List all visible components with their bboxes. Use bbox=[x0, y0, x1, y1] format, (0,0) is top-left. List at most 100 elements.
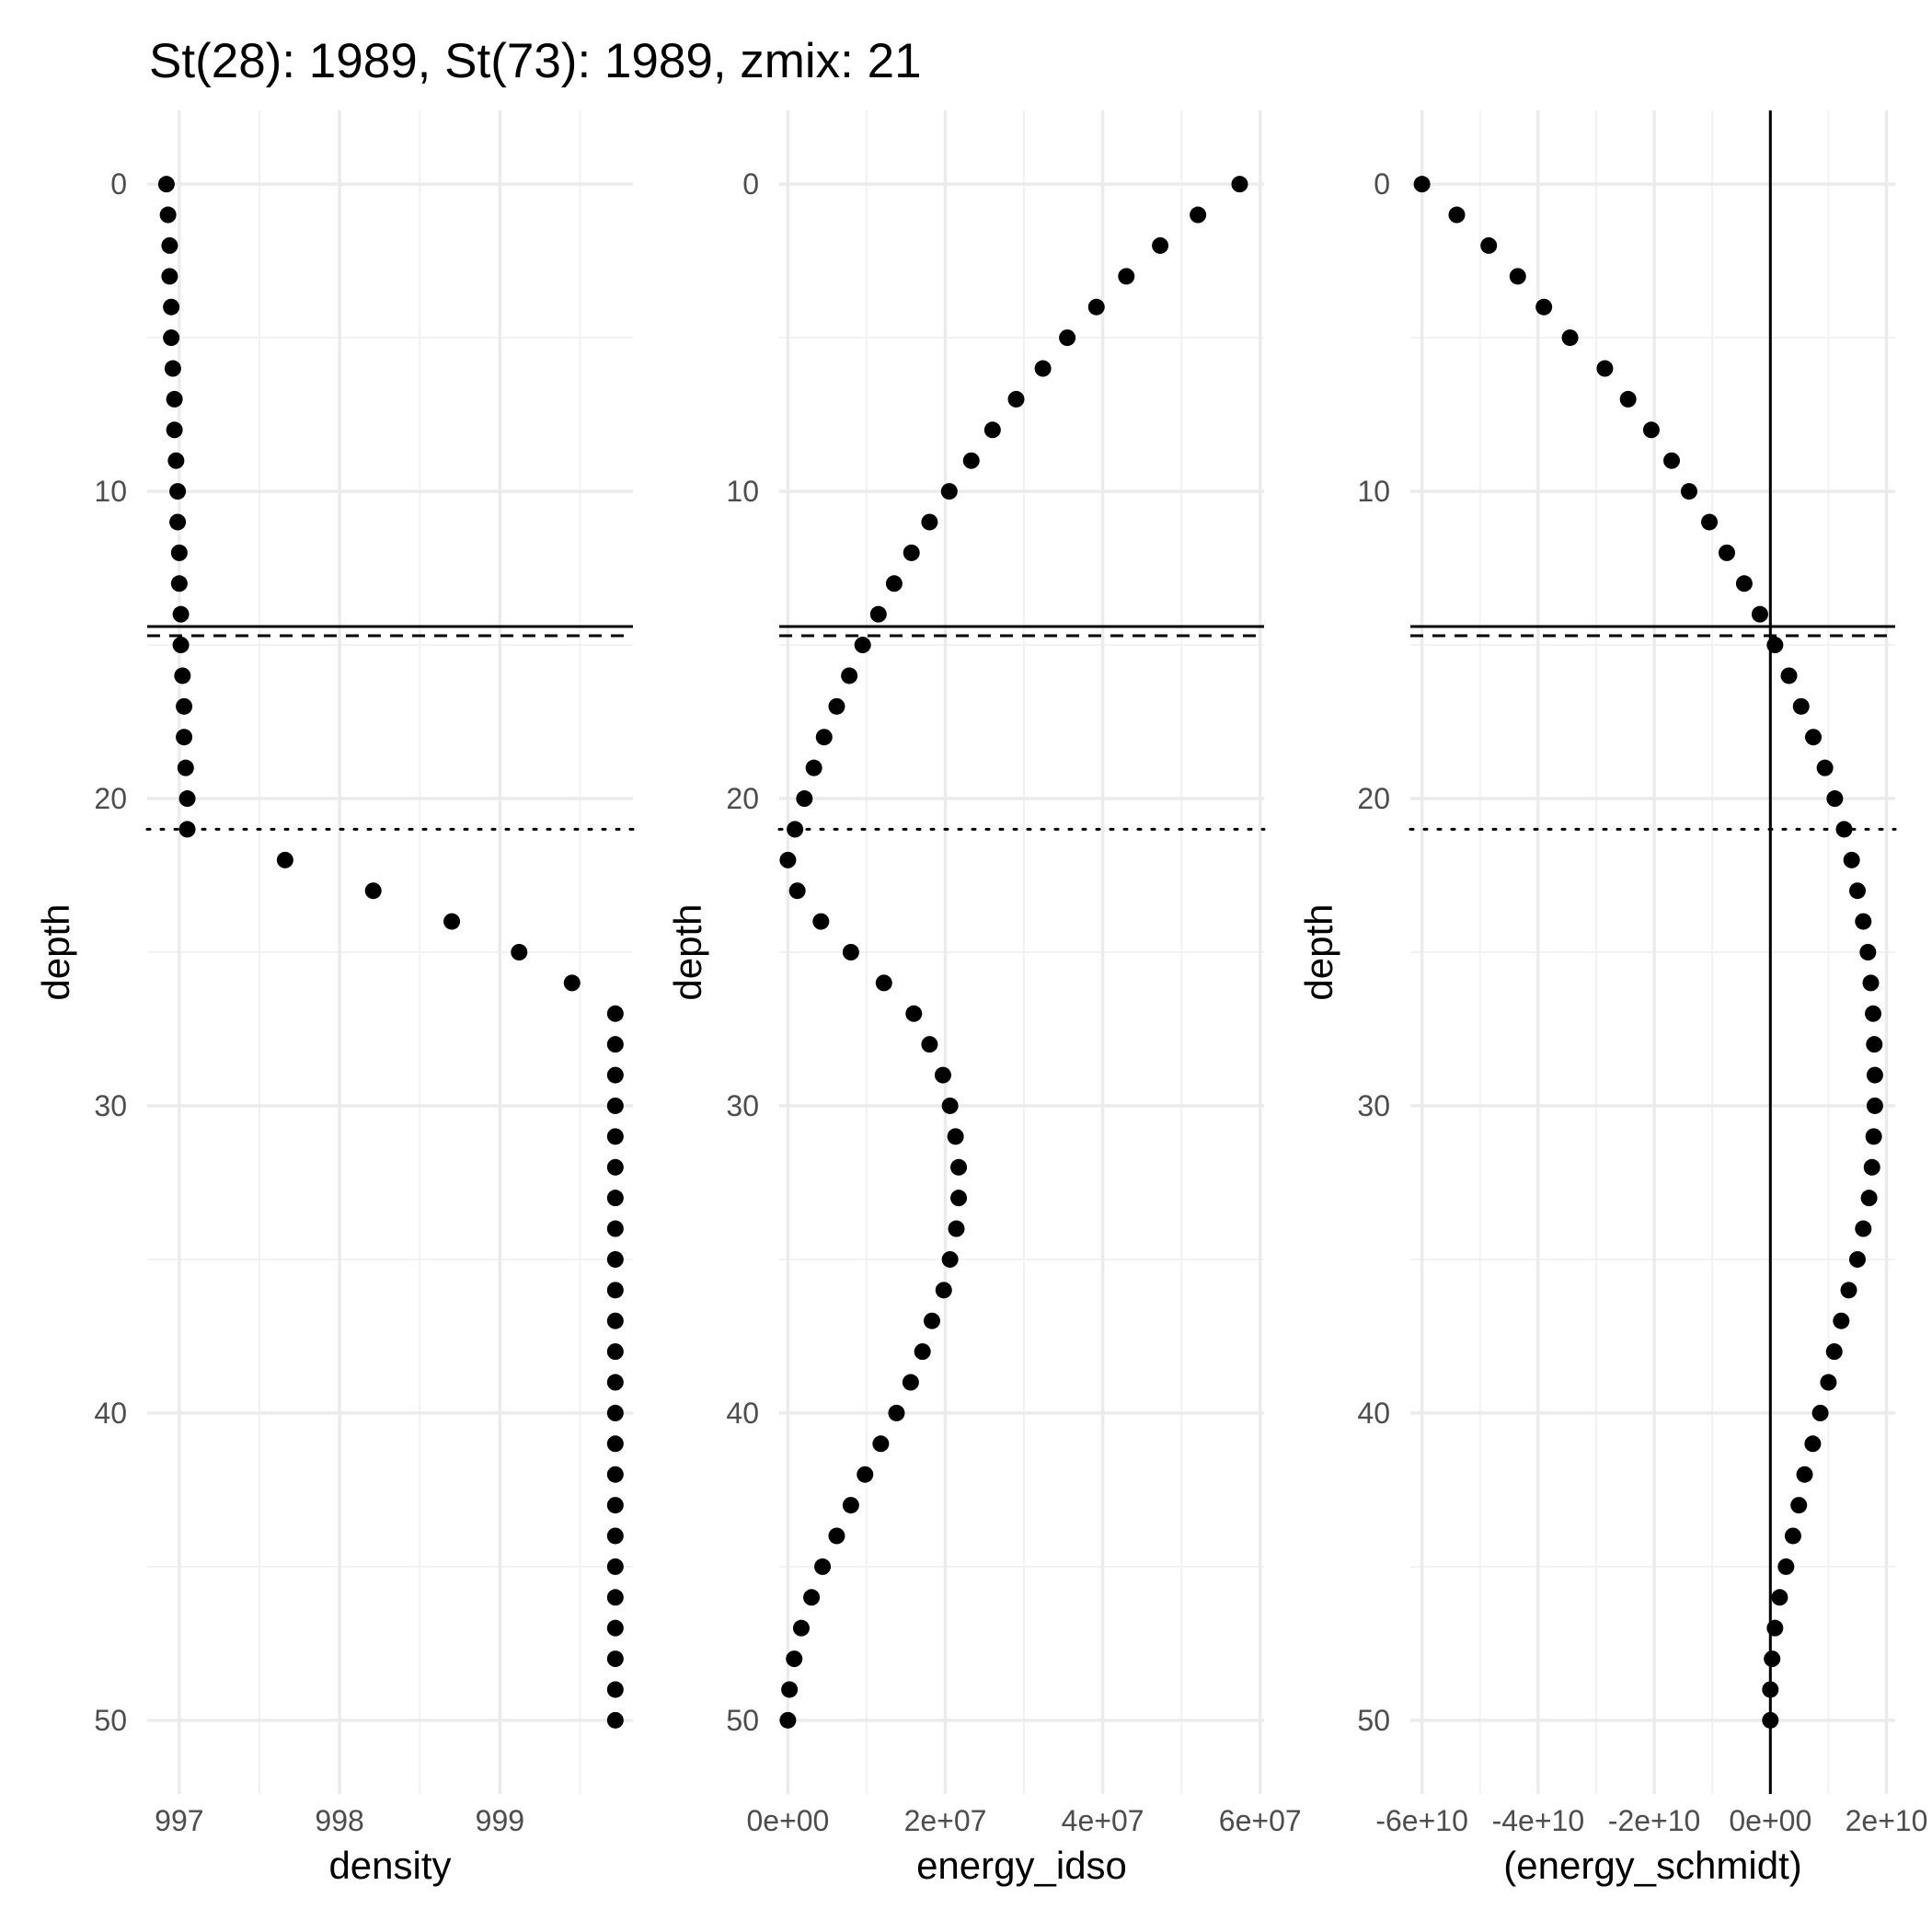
data-point bbox=[842, 944, 859, 960]
data-point bbox=[1561, 329, 1579, 347]
data-point bbox=[1833, 1312, 1850, 1329]
panel-density: 0 10 20 30 40 50 997 998 999 density depth bbox=[34, 110, 635, 1887]
y-tick-label: 10 bbox=[1357, 475, 1390, 508]
data-point bbox=[1826, 790, 1844, 808]
data-point bbox=[779, 1711, 797, 1729]
data-point bbox=[888, 1404, 905, 1421]
data-point bbox=[606, 1466, 624, 1483]
y-tick-label: 40 bbox=[1357, 1397, 1390, 1430]
data-point bbox=[828, 1527, 845, 1545]
y-tick-label: 30 bbox=[1357, 1089, 1390, 1122]
data-point bbox=[606, 1681, 624, 1698]
data-point bbox=[1231, 176, 1248, 193]
y-tick-label: 30 bbox=[726, 1089, 759, 1122]
data-point bbox=[606, 1711, 624, 1729]
y-tick-label: 20 bbox=[726, 782, 759, 815]
data-point bbox=[1866, 1097, 1883, 1114]
data-point bbox=[841, 667, 858, 684]
data-point bbox=[1735, 575, 1753, 592]
data-point bbox=[1811, 1404, 1829, 1421]
data-point bbox=[941, 1250, 959, 1268]
data-point bbox=[805, 759, 822, 776]
x-tick-label: 2e+10 bbox=[1846, 1804, 1928, 1837]
data-point bbox=[950, 1158, 968, 1176]
data-point bbox=[161, 268, 178, 285]
data-point bbox=[177, 759, 194, 776]
y-tick-label: 50 bbox=[94, 1704, 127, 1737]
data-point bbox=[1480, 236, 1498, 254]
data-point bbox=[172, 637, 190, 654]
data-point bbox=[940, 483, 958, 500]
data-point bbox=[172, 605, 190, 623]
data-point bbox=[176, 697, 193, 715]
data-point bbox=[1059, 329, 1076, 347]
x-tick-label: 2e+07 bbox=[904, 1804, 987, 1837]
data-point bbox=[606, 1650, 624, 1668]
data-point bbox=[606, 1527, 624, 1545]
x-tick-label: 4e+07 bbox=[1062, 1804, 1144, 1837]
data-point bbox=[1825, 1343, 1843, 1361]
data-point bbox=[923, 1312, 940, 1329]
data-point bbox=[1865, 1005, 1882, 1022]
data-point bbox=[1718, 544, 1735, 561]
data-point bbox=[1751, 605, 1768, 623]
data-point bbox=[885, 575, 903, 592]
data-point bbox=[1859, 944, 1877, 960]
data-point bbox=[1190, 206, 1207, 224]
data-point bbox=[1642, 421, 1660, 439]
y-tick-label: 0 bbox=[1374, 167, 1390, 201]
data-point bbox=[1034, 360, 1052, 377]
data-point bbox=[1413, 176, 1431, 193]
y-tick-label: 40 bbox=[726, 1397, 759, 1430]
data-point bbox=[1848, 1250, 1866, 1268]
x-tick-label: -4e+10 bbox=[1492, 1804, 1585, 1837]
y-tick-label: 0 bbox=[110, 167, 127, 201]
data-point bbox=[905, 1005, 923, 1022]
data-point bbox=[1509, 268, 1526, 285]
data-point bbox=[1866, 1036, 1883, 1053]
data-point bbox=[166, 390, 183, 408]
data-point bbox=[875, 974, 892, 992]
data-point bbox=[921, 513, 938, 531]
x-tick-label: 998 bbox=[315, 1804, 363, 1837]
data-point bbox=[606, 1005, 624, 1022]
data-point bbox=[364, 882, 382, 900]
data-point bbox=[606, 1250, 624, 1268]
data-point bbox=[1866, 1066, 1883, 1084]
data-point bbox=[1865, 1128, 1882, 1145]
y-tick-label: 20 bbox=[94, 782, 127, 815]
data-point bbox=[606, 1220, 624, 1237]
data-point bbox=[792, 1619, 810, 1637]
data-point bbox=[443, 913, 461, 930]
data-point bbox=[935, 1282, 952, 1299]
y-tick-label: 10 bbox=[726, 475, 759, 508]
data-point bbox=[606, 1374, 624, 1391]
data-point bbox=[606, 1097, 624, 1114]
data-point bbox=[606, 1128, 624, 1145]
data-point bbox=[786, 1650, 803, 1668]
y-axis-title: depth bbox=[34, 903, 77, 1000]
data-point bbox=[857, 1466, 874, 1483]
data-point bbox=[842, 1497, 859, 1514]
data-point bbox=[1840, 1282, 1857, 1299]
data-point bbox=[815, 729, 833, 746]
data-point bbox=[167, 452, 185, 469]
data-point bbox=[174, 667, 191, 684]
y-tick-label: 20 bbox=[1357, 782, 1390, 815]
data-point bbox=[854, 637, 871, 654]
x-axis-title: density bbox=[328, 1844, 451, 1887]
data-point bbox=[170, 544, 188, 561]
data-point bbox=[163, 329, 180, 347]
data-point bbox=[563, 974, 581, 992]
data-point bbox=[950, 1190, 968, 1207]
data-point bbox=[1777, 1558, 1795, 1575]
data-point bbox=[1766, 637, 1784, 654]
data-point bbox=[1680, 483, 1697, 500]
data-point bbox=[1816, 759, 1834, 776]
data-point bbox=[1535, 298, 1553, 316]
data-point bbox=[606, 1158, 624, 1176]
data-point bbox=[1448, 206, 1466, 224]
data-point bbox=[1596, 360, 1614, 377]
data-point bbox=[1863, 1158, 1880, 1176]
data-point bbox=[1766, 1619, 1784, 1637]
